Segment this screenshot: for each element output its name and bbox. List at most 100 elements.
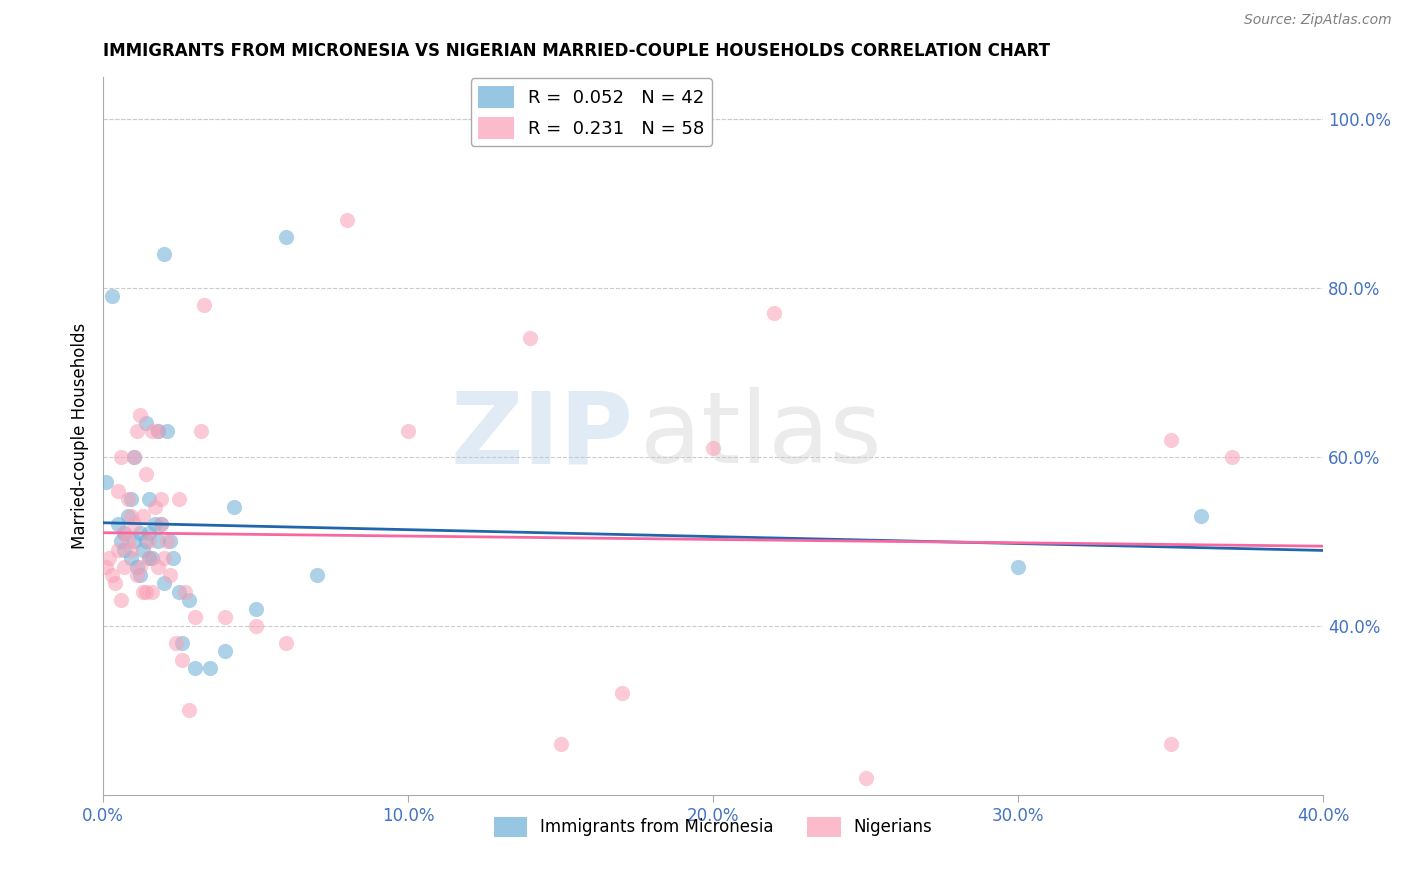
Point xyxy=(110,534,132,549)
Point xyxy=(198,661,221,675)
Point xyxy=(96,475,118,489)
Point xyxy=(117,534,139,549)
Point xyxy=(146,559,169,574)
Point xyxy=(150,491,173,506)
Point xyxy=(120,491,142,506)
Point xyxy=(183,661,205,675)
Point xyxy=(138,534,160,549)
Point xyxy=(128,408,150,422)
Point xyxy=(125,559,148,574)
Point xyxy=(135,534,157,549)
Point xyxy=(141,585,163,599)
Point xyxy=(122,450,145,464)
Point xyxy=(120,551,142,566)
Point xyxy=(138,491,160,506)
Point xyxy=(153,551,176,566)
Point xyxy=(159,568,181,582)
Point xyxy=(141,551,163,566)
Point xyxy=(117,491,139,506)
Point xyxy=(110,593,132,607)
Point xyxy=(138,525,160,540)
Point xyxy=(96,559,118,574)
Point xyxy=(128,568,150,582)
Text: ZIP: ZIP xyxy=(451,387,634,484)
Point xyxy=(245,619,267,633)
Point xyxy=(169,491,191,506)
Point xyxy=(169,585,191,599)
Point xyxy=(114,559,136,574)
Point xyxy=(763,306,786,320)
Point xyxy=(177,593,200,607)
Point xyxy=(125,568,148,582)
Point xyxy=(276,635,298,649)
Point xyxy=(120,508,142,523)
Point xyxy=(396,425,419,439)
Point xyxy=(305,568,328,582)
Point xyxy=(165,635,187,649)
Point xyxy=(174,585,197,599)
Point xyxy=(1220,450,1243,464)
Point xyxy=(107,517,129,532)
Point xyxy=(117,508,139,523)
Point xyxy=(110,450,132,464)
Point xyxy=(610,686,633,700)
Point xyxy=(224,500,246,515)
Point xyxy=(150,517,173,532)
Point xyxy=(135,467,157,481)
Point xyxy=(153,247,176,261)
Point xyxy=(183,610,205,624)
Point xyxy=(172,635,194,649)
Point xyxy=(143,517,166,532)
Point xyxy=(162,551,184,566)
Point xyxy=(101,289,124,303)
Point xyxy=(214,610,236,624)
Text: IMMIGRANTS FROM MICRONESIA VS NIGERIAN MARRIED-COUPLE HOUSEHOLDS CORRELATION CHA: IMMIGRANTS FROM MICRONESIA VS NIGERIAN M… xyxy=(103,42,1050,60)
Point xyxy=(177,703,200,717)
Point xyxy=(122,450,145,464)
Point xyxy=(138,551,160,566)
Point xyxy=(132,508,155,523)
Point xyxy=(146,425,169,439)
Point xyxy=(214,644,236,658)
Point xyxy=(125,425,148,439)
Point xyxy=(156,534,179,549)
Legend: Immigrants from Micronesia, Nigerians: Immigrants from Micronesia, Nigerians xyxy=(486,810,939,844)
Point xyxy=(141,425,163,439)
Point xyxy=(159,534,181,549)
Point xyxy=(114,525,136,540)
Point xyxy=(1007,559,1029,574)
Point xyxy=(122,517,145,532)
Point xyxy=(1160,737,1182,751)
Point xyxy=(336,213,359,227)
Point xyxy=(172,652,194,666)
Point xyxy=(120,542,142,557)
Point xyxy=(132,542,155,557)
Point xyxy=(855,771,877,785)
Point xyxy=(193,298,215,312)
Point xyxy=(245,602,267,616)
Point xyxy=(107,483,129,498)
Point xyxy=(276,230,298,244)
Point xyxy=(132,585,155,599)
Point xyxy=(153,576,176,591)
Point xyxy=(98,551,121,566)
Point xyxy=(150,517,173,532)
Point xyxy=(190,425,212,439)
Point xyxy=(135,416,157,430)
Point xyxy=(519,331,541,345)
Point xyxy=(122,534,145,549)
Point xyxy=(156,425,179,439)
Point xyxy=(135,585,157,599)
Point xyxy=(101,568,124,582)
Point xyxy=(143,500,166,515)
Point xyxy=(114,525,136,540)
Y-axis label: Married-couple Households: Married-couple Households xyxy=(72,323,89,549)
Point xyxy=(104,576,127,591)
Text: Source: ZipAtlas.com: Source: ZipAtlas.com xyxy=(1244,13,1392,28)
Point xyxy=(550,737,572,751)
Point xyxy=(702,442,724,456)
Point xyxy=(107,542,129,557)
Point xyxy=(114,542,136,557)
Point xyxy=(1160,433,1182,447)
Point xyxy=(138,551,160,566)
